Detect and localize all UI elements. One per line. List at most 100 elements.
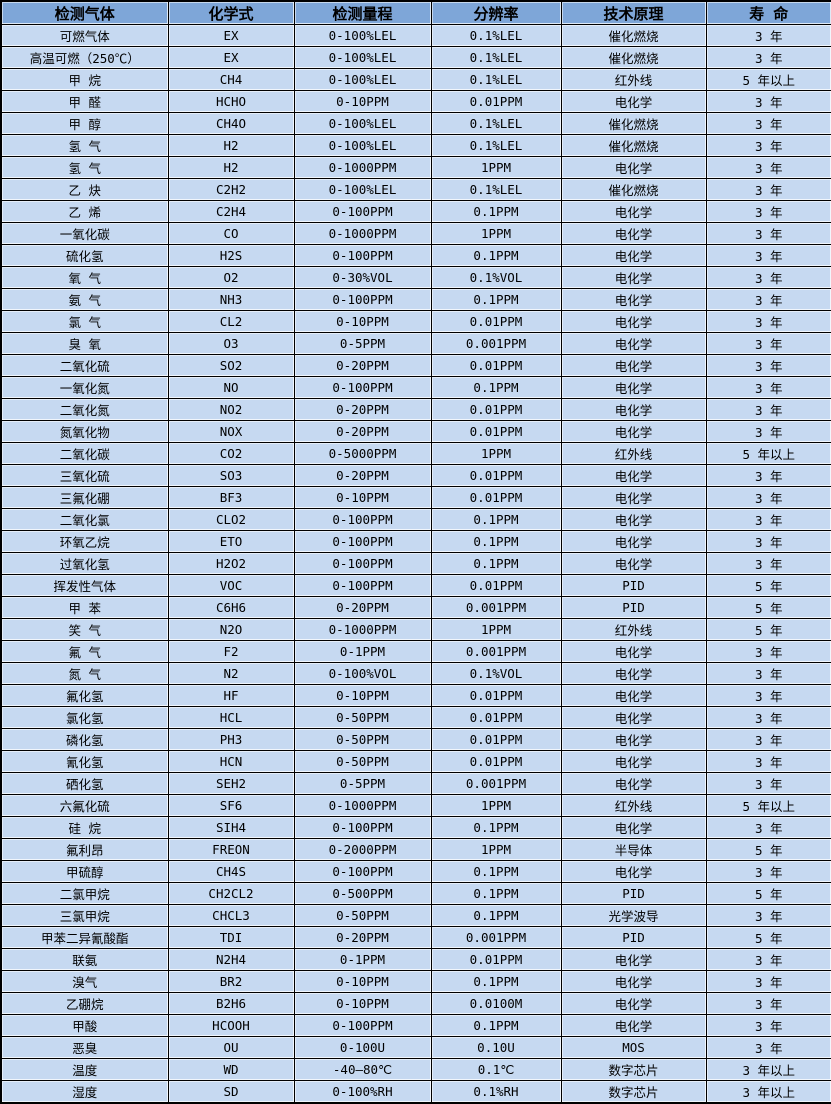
cell-lifespan: 3 年 bbox=[705, 772, 831, 795]
cell-resolution: 1PPM bbox=[430, 442, 562, 465]
cell-technology: 电化学 bbox=[560, 970, 707, 993]
cell-detection-range: 0-1000PPM bbox=[293, 156, 432, 179]
cell-technology: MOS bbox=[560, 1036, 707, 1059]
cell-lifespan: 3 年 bbox=[705, 860, 831, 883]
cell-lifespan: 3 年 bbox=[705, 530, 831, 553]
cell-lifespan: 3 年 bbox=[705, 178, 831, 201]
cell-detection-range: 0-10PPM bbox=[293, 486, 432, 509]
cell-lifespan: 3 年 bbox=[705, 112, 831, 135]
cell-lifespan: 5 年 bbox=[705, 838, 831, 861]
cell-detection-range: 0-5PPM bbox=[293, 332, 432, 355]
cell-gas-name: 乙 烯 bbox=[0, 200, 169, 223]
cell-chemical-formula: WD bbox=[167, 1058, 295, 1081]
cell-technology: 催化燃烧 bbox=[560, 134, 707, 157]
cell-gas-name: 六氟化硫 bbox=[0, 794, 169, 817]
cell-technology: 电化学 bbox=[560, 772, 707, 795]
cell-lifespan: 3 年 bbox=[705, 640, 831, 663]
cell-detection-range: 0-100%VOL bbox=[293, 662, 432, 685]
cell-lifespan: 3 年 bbox=[705, 90, 831, 113]
cell-technology: PID bbox=[560, 926, 707, 949]
cell-lifespan: 5 年 bbox=[705, 618, 831, 641]
cell-resolution: 0.001PPM bbox=[430, 772, 562, 795]
cell-gas-name: 氟化氢 bbox=[0, 684, 169, 707]
table-row: 过氧化氢 H2O2 0-100PPM 0.1PPM 电化学 3 年 bbox=[0, 552, 831, 575]
cell-lifespan: 3 年 bbox=[705, 398, 831, 421]
cell-detection-range: 0-20PPM bbox=[293, 926, 432, 949]
cell-detection-range: 0-500PPM bbox=[293, 882, 432, 905]
cell-gas-name: 氮氧化物 bbox=[0, 420, 169, 443]
cell-technology: PID bbox=[560, 882, 707, 905]
cell-detection-range: 0-20PPM bbox=[293, 464, 432, 487]
cell-lifespan: 3 年 bbox=[705, 288, 831, 311]
cell-resolution: 0.1PPM bbox=[430, 904, 562, 927]
header-cell-lifespan: 寿 命 bbox=[705, 0, 831, 25]
cell-chemical-formula: TDI bbox=[167, 926, 295, 949]
cell-detection-range: -40—80℃ bbox=[293, 1058, 432, 1081]
cell-detection-range: 0-10PPM bbox=[293, 310, 432, 333]
cell-technology: 电化学 bbox=[560, 332, 707, 355]
cell-chemical-formula: HCHO bbox=[167, 90, 295, 113]
cell-technology: 电化学 bbox=[560, 266, 707, 289]
cell-detection-range: 0-100PPM bbox=[293, 200, 432, 223]
cell-technology: 电化学 bbox=[560, 310, 707, 333]
cell-technology: 催化燃烧 bbox=[560, 178, 707, 201]
cell-gas-name: 氧 气 bbox=[0, 266, 169, 289]
cell-technology: 红外线 bbox=[560, 68, 707, 91]
table-row: 二氯甲烷 CH2CL2 0-500PPM 0.1PPM PID 5 年 bbox=[0, 882, 831, 905]
cell-resolution: 0.001PPM bbox=[430, 926, 562, 949]
cell-detection-range: 0-10PPM bbox=[293, 90, 432, 113]
cell-detection-range: 0-100%LEL bbox=[293, 134, 432, 157]
cell-chemical-formula: SD bbox=[167, 1080, 295, 1104]
cell-technology: 电化学 bbox=[560, 244, 707, 267]
cell-gas-name: 乙硼烷 bbox=[0, 992, 169, 1015]
cell-gas-name: 氯化氢 bbox=[0, 706, 169, 729]
cell-chemical-formula: H2O2 bbox=[167, 552, 295, 575]
cell-detection-range: 0-100PPM bbox=[293, 288, 432, 311]
cell-chemical-formula: EX bbox=[167, 24, 295, 47]
cell-gas-name: 甲 醛 bbox=[0, 90, 169, 113]
cell-gas-name: 甲 烷 bbox=[0, 68, 169, 91]
cell-chemical-formula: VOC bbox=[167, 574, 295, 597]
cell-chemical-formula: CO2 bbox=[167, 442, 295, 465]
cell-lifespan: 3 年 bbox=[705, 46, 831, 69]
cell-lifespan: 3 年 bbox=[705, 310, 831, 333]
cell-gas-name: 氨 气 bbox=[0, 288, 169, 311]
cell-resolution: 0.1PPM bbox=[430, 530, 562, 553]
cell-gas-name: 一氧化氮 bbox=[0, 376, 169, 399]
cell-technology: 电化学 bbox=[560, 552, 707, 575]
cell-resolution: 1PPM bbox=[430, 838, 562, 861]
cell-gas-name: 磷化氢 bbox=[0, 728, 169, 751]
cell-chemical-formula: SO3 bbox=[167, 464, 295, 487]
cell-gas-name: 氢 气 bbox=[0, 156, 169, 179]
cell-chemical-formula: EX bbox=[167, 46, 295, 69]
cell-lifespan: 5 年 bbox=[705, 926, 831, 949]
table-row: 氢 气 H2 0-100%LEL 0.1%LEL 催化燃烧 3 年 bbox=[0, 134, 831, 157]
cell-resolution: 0.1PPM bbox=[430, 376, 562, 399]
cell-lifespan: 3 年 bbox=[705, 706, 831, 729]
table-row: 硒化氢 SEH2 0-5PPM 0.001PPM 电化学 3 年 bbox=[0, 772, 831, 795]
cell-gas-name: 氯 气 bbox=[0, 310, 169, 333]
table-row: 二氧化氮 NO2 0-20PPM 0.01PPM 电化学 3 年 bbox=[0, 398, 831, 421]
cell-lifespan: 3 年 bbox=[705, 948, 831, 971]
cell-resolution: 1PPM bbox=[430, 794, 562, 817]
cell-chemical-formula: CH4S bbox=[167, 860, 295, 883]
cell-technology: 电化学 bbox=[560, 376, 707, 399]
cell-gas-name: 甲苯二异氰酸酯 bbox=[0, 926, 169, 949]
cell-resolution: 0.01PPM bbox=[430, 310, 562, 333]
cell-lifespan: 3 年 bbox=[705, 156, 831, 179]
cell-gas-name: 硫化氢 bbox=[0, 244, 169, 267]
cell-lifespan: 5 年 bbox=[705, 574, 831, 597]
cell-lifespan: 3 年 bbox=[705, 464, 831, 487]
cell-chemical-formula: HCOOH bbox=[167, 1014, 295, 1037]
cell-resolution: 0.1PPM bbox=[430, 882, 562, 905]
cell-lifespan: 3 年 bbox=[705, 134, 831, 157]
cell-detection-range: 0-100PPM bbox=[293, 1014, 432, 1037]
table-row: 磷化氢 PH3 0-50PPM 0.01PPM 电化学 3 年 bbox=[0, 728, 831, 751]
cell-resolution: 0.1℃ bbox=[430, 1058, 562, 1081]
cell-gas-name: 氢 气 bbox=[0, 134, 169, 157]
cell-gas-name: 恶臭 bbox=[0, 1036, 169, 1059]
cell-detection-range: 0-1PPM bbox=[293, 640, 432, 663]
cell-lifespan: 3 年 bbox=[705, 992, 831, 1015]
cell-resolution: 0.1PPM bbox=[430, 288, 562, 311]
cell-technology: 电化学 bbox=[560, 530, 707, 553]
